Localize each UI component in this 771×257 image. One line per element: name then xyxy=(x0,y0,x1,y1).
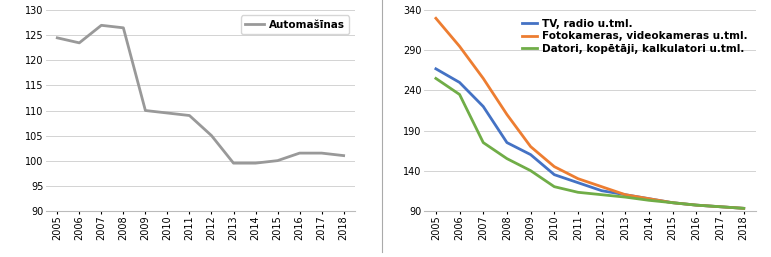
Legend: Automašīnas: Automašīnas xyxy=(241,15,349,34)
Legend: TV, radio u.tml., Fotokameras, videokameras u.tml., Datori, kopētāji, kalkulator: TV, radio u.tml., Fotokameras, videokame… xyxy=(519,15,750,57)
